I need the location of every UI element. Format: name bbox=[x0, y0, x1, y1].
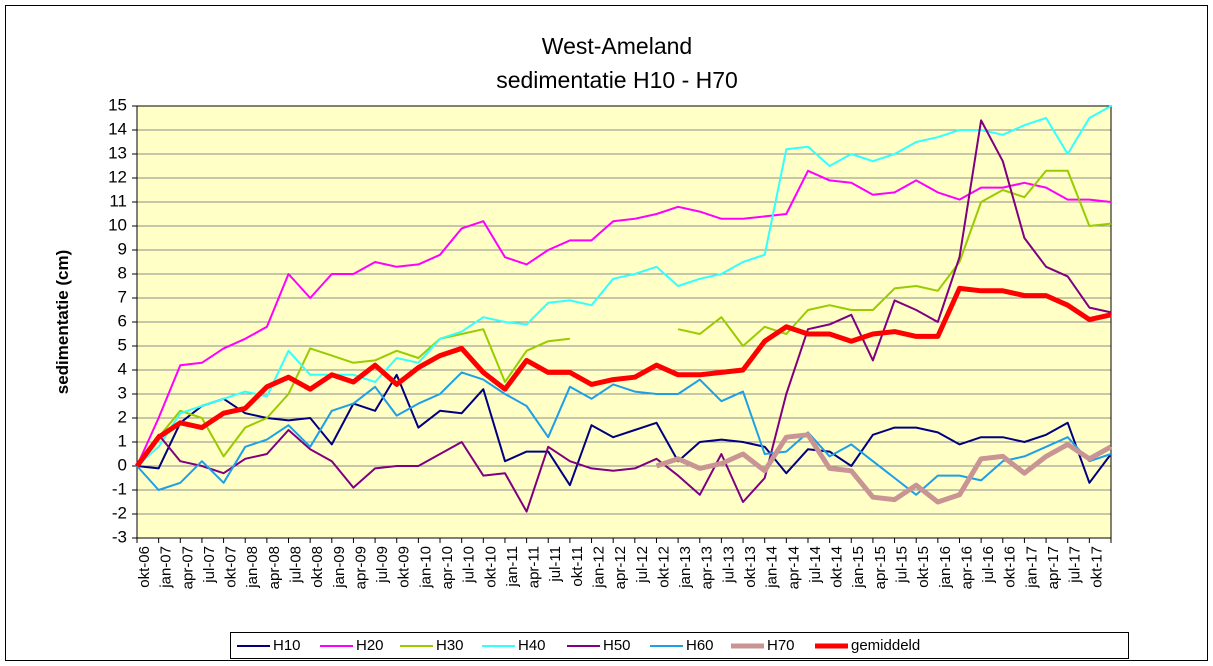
legend-label: H50 bbox=[603, 637, 631, 654]
x-tick-label: okt-08 bbox=[309, 546, 326, 588]
x-tick-label: apr-12 bbox=[612, 546, 629, 589]
series-line bbox=[655, 432, 1113, 505]
x-tick-label: jul-15 bbox=[894, 546, 911, 584]
x-tick-label: okt-06 bbox=[136, 546, 153, 588]
legend-label: H70 bbox=[767, 637, 795, 654]
y-tick-label: 4 bbox=[118, 359, 127, 378]
y-tick-label: -3 bbox=[112, 527, 127, 546]
x-tick-label: apr-14 bbox=[785, 546, 802, 589]
y-tick-label: 15 bbox=[108, 95, 127, 114]
y-tick-label: 0 bbox=[118, 455, 127, 474]
chart-title: West-Ameland bbox=[542, 33, 692, 59]
legend-label: gemiddeld bbox=[851, 637, 920, 654]
x-tick-label: jul-16 bbox=[980, 546, 997, 584]
legend-label: H30 bbox=[436, 637, 464, 654]
x-tick-label: jan-14 bbox=[764, 546, 781, 589]
legend-label: H40 bbox=[518, 637, 546, 654]
x-tick-label: apr-11 bbox=[526, 546, 543, 588]
y-tick-label: 1 bbox=[118, 431, 127, 450]
x-tick-label: jan-07 bbox=[158, 546, 175, 589]
series-line bbox=[136, 169, 1112, 467]
legend-label: H10 bbox=[273, 637, 301, 654]
series-line bbox=[136, 373, 1112, 487]
y-tick-label: 5 bbox=[118, 335, 127, 354]
x-tick-label: jan-12 bbox=[591, 546, 608, 589]
x-tick-label: jul-11 bbox=[547, 546, 564, 583]
x-tick-label: jan-10 bbox=[417, 546, 434, 589]
y-tick-label: 13 bbox=[108, 143, 127, 162]
y-tick-label: 8 bbox=[118, 263, 127, 282]
series-line bbox=[136, 371, 1112, 496]
legend-label: H60 bbox=[686, 637, 714, 654]
x-tick-label: jan-17 bbox=[1023, 546, 1040, 589]
y-tick-label: 14 bbox=[108, 119, 127, 138]
x-tick-label: jan-08 bbox=[244, 546, 261, 589]
x-tick-label: apr-13 bbox=[699, 546, 716, 589]
x-tick-label: apr-08 bbox=[266, 546, 283, 589]
y-tick-label: 2 bbox=[118, 407, 127, 426]
x-tick-label: apr-07 bbox=[179, 546, 196, 589]
x-tick-label: apr-16 bbox=[958, 546, 975, 589]
y-tick-label: 10 bbox=[108, 215, 127, 234]
x-tick-label: apr-15 bbox=[872, 546, 889, 589]
x-tick-label: okt-13 bbox=[742, 546, 759, 588]
x-tick-label: jul-09 bbox=[374, 546, 391, 584]
x-tick-label: apr-17 bbox=[1045, 546, 1062, 589]
y-tick-label: 3 bbox=[118, 383, 127, 402]
x-tick-label: jul-14 bbox=[807, 546, 824, 584]
series-line bbox=[136, 169, 1112, 467]
x-tick-label: jan-09 bbox=[331, 546, 348, 589]
legend-label: H20 bbox=[356, 637, 384, 654]
plot-border bbox=[136, 105, 1112, 539]
x-tick-label: jul-08 bbox=[287, 546, 304, 584]
x-tick-label: jul-13 bbox=[720, 546, 737, 584]
x-tick-label: jul-07 bbox=[201, 546, 218, 584]
x-tick-label: okt-11 bbox=[569, 546, 586, 587]
x-tick-label: okt-12 bbox=[655, 546, 672, 588]
x-tick-label: apr-09 bbox=[352, 546, 369, 589]
x-tick-label: jan-16 bbox=[937, 546, 954, 589]
y-tick-label: 12 bbox=[108, 167, 127, 186]
series-line bbox=[136, 119, 1112, 513]
y-axis-label: sedimentatie (cm) bbox=[53, 250, 72, 395]
y-tick-label: 9 bbox=[118, 239, 127, 258]
x-tick-label: okt-15 bbox=[915, 546, 932, 588]
x-tick-label: okt-17 bbox=[1088, 546, 1105, 588]
x-tick-label: jan-15 bbox=[850, 546, 867, 589]
chart-subtitle: sedimentatie H10 - H70 bbox=[496, 67, 738, 93]
y-tick-label: -1 bbox=[112, 479, 127, 498]
x-tick-label: okt-07 bbox=[223, 546, 240, 588]
x-tick-label: jul-17 bbox=[1067, 546, 1084, 584]
x-tick-label: okt-10 bbox=[482, 546, 499, 588]
x-tick-label: jul-12 bbox=[634, 546, 651, 584]
y-tick-label: -2 bbox=[112, 503, 127, 522]
y-tick-label: 6 bbox=[118, 311, 127, 330]
series-line bbox=[136, 105, 1112, 467]
y-tick-label: 7 bbox=[118, 287, 127, 306]
x-tick-label: apr-10 bbox=[439, 546, 456, 589]
x-tick-label: jan-13 bbox=[677, 546, 694, 589]
x-tick-label: jul-10 bbox=[461, 546, 478, 584]
x-tick-label: okt-16 bbox=[1002, 546, 1019, 588]
x-tick-label: okt-09 bbox=[396, 546, 413, 588]
series-line bbox=[135, 285, 1112, 468]
y-tick-label: 11 bbox=[109, 191, 127, 210]
x-tick-label: jan-11 bbox=[504, 546, 521, 588]
x-tick-label: okt-14 bbox=[829, 546, 846, 588]
